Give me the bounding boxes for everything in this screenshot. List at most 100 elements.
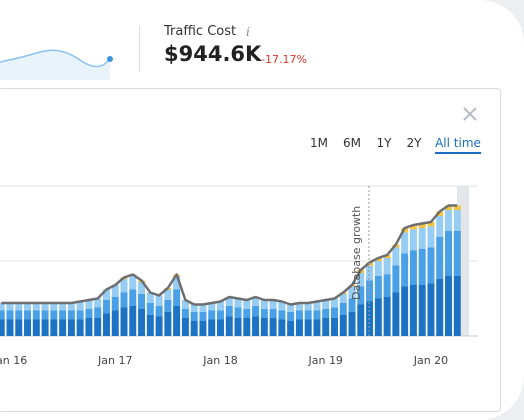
range-button[interactable]: All time — [435, 136, 481, 154]
bar-segment — [383, 255, 391, 258]
annotation: Database growth — [350, 206, 363, 300]
bar-segment — [85, 309, 93, 318]
bar-segment — [366, 280, 374, 302]
bar-segment — [173, 289, 181, 306]
bar-segment — [252, 306, 260, 317]
bar-segment — [208, 303, 216, 311]
bar-segment — [50, 310, 58, 320]
bar-segment — [208, 310, 216, 320]
bar-segment — [401, 253, 409, 287]
bar-segment — [357, 304, 365, 336]
bar-segment — [418, 228, 426, 249]
bar-segment — [322, 318, 330, 336]
bar-segment — [15, 303, 23, 311]
bar-segment — [357, 273, 365, 287]
bar-segment — [120, 307, 128, 336]
bar-segment — [41, 310, 49, 320]
bar-segment — [32, 319, 40, 336]
range-button[interactable]: 1Y — [376, 136, 392, 150]
bar-segment — [164, 300, 172, 312]
bar-segment — [383, 258, 391, 275]
bar-segment — [138, 309, 146, 336]
bar-segment — [252, 316, 260, 336]
bar-segment — [243, 300, 251, 309]
sparkline-dot — [107, 56, 113, 62]
bar-segment — [418, 249, 426, 285]
bar-segment — [374, 261, 382, 276]
bar-segment — [181, 318, 189, 336]
bar-segment — [6, 319, 14, 336]
bar-segment — [339, 303, 347, 315]
bar-segment — [181, 309, 189, 318]
bar-segment — [304, 310, 312, 320]
bar-segment — [453, 210, 461, 231]
bar-segment — [234, 307, 242, 318]
bar-segment — [155, 306, 163, 317]
range-button[interactable]: 6M — [343, 136, 361, 150]
bar-segment — [76, 310, 84, 320]
bar-segment — [427, 222, 435, 227]
divider — [139, 26, 140, 72]
bar-segment — [383, 297, 391, 336]
bar-segment — [278, 310, 286, 320]
bar-segment — [129, 306, 137, 336]
bar-segment — [348, 312, 356, 336]
bar-segment — [339, 315, 347, 336]
bar-segment — [129, 276, 137, 290]
bar-segment — [120, 279, 128, 293]
bar-segment — [436, 237, 444, 279]
bar-segment — [190, 304, 198, 312]
bar-segment — [216, 301, 224, 311]
range-button[interactable]: 2Y — [406, 136, 422, 150]
bar-segment — [32, 303, 40, 311]
x-tick-label: Jan 19 — [307, 354, 342, 367]
bar-segment — [436, 211, 444, 216]
bar-segment — [0, 303, 5, 311]
bar-segment — [330, 307, 338, 318]
sparkline-area — [0, 50, 110, 80]
bar-segment — [409, 285, 417, 336]
bar-segment — [260, 300, 268, 309]
bar-segment — [164, 289, 172, 300]
bar-segment — [76, 301, 84, 311]
bar-segment — [322, 300, 330, 309]
bar-segment — [374, 258, 382, 261]
bar-segment — [67, 310, 75, 320]
bar-segment — [50, 319, 58, 336]
x-tick-label: Jan 18 — [202, 354, 237, 367]
bar-segment — [427, 283, 435, 336]
bar-segment — [111, 285, 119, 297]
bar-segment — [146, 292, 154, 303]
bar-segment — [418, 285, 426, 336]
bar-segment — [278, 319, 286, 336]
bar-segment — [374, 276, 382, 299]
bar-segment — [102, 300, 110, 314]
total-line — [1, 204, 458, 306]
bar-segment — [199, 321, 207, 336]
bar-segment — [339, 294, 347, 303]
bar-segment — [357, 286, 365, 305]
close-icon — [463, 107, 477, 121]
bar-segment — [366, 301, 374, 336]
bar-segment — [102, 289, 110, 300]
range-button[interactable]: 1M — [310, 136, 328, 150]
bar-segment — [313, 301, 321, 311]
bar-segment — [453, 276, 461, 336]
bar-segment — [287, 304, 295, 312]
bar-segment — [67, 319, 75, 336]
chart-panel — [0, 88, 501, 412]
x-tick-label: Jan 16 — [0, 354, 27, 367]
bar-segment — [59, 319, 67, 336]
close-button[interactable] — [461, 105, 481, 125]
bar-segment — [234, 318, 242, 336]
info-icon[interactable]: i — [246, 25, 250, 39]
x-tick-label: Jan 20 — [413, 354, 448, 367]
bar-segment — [330, 298, 338, 308]
bar-segment — [67, 303, 75, 311]
bar-segment — [409, 250, 417, 285]
bar-segment — [41, 303, 49, 311]
bar-segment — [409, 229, 417, 251]
bar-segment — [269, 318, 277, 336]
bar-segment — [445, 210, 452, 231]
